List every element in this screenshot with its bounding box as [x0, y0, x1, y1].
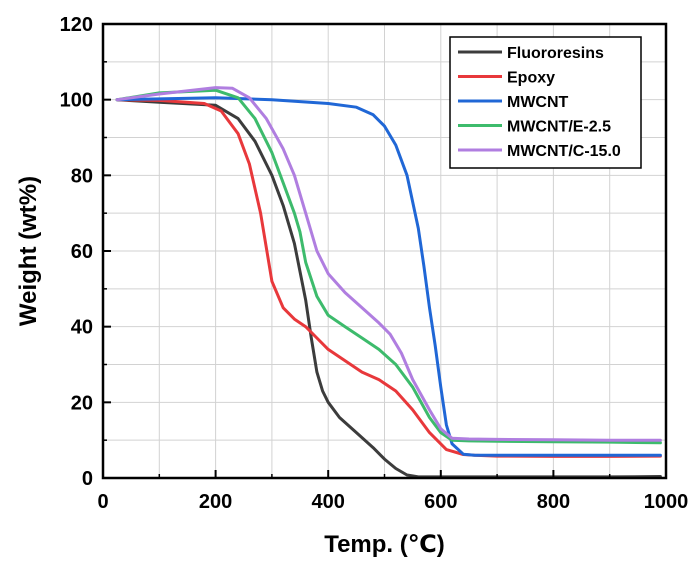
x-tick-label: 0 — [97, 491, 108, 513]
legend-label: MWCNT/E-2.5 — [507, 119, 611, 136]
x-tick-label: 800 — [537, 491, 570, 513]
x-tick-label: 400 — [312, 491, 345, 513]
y-tick-label: 0 — [82, 468, 93, 490]
legend-label: MWCNT — [507, 94, 569, 111]
series-line-mwcnt-e-2-5 — [115, 88, 662, 445]
y-tick-label: 20 — [71, 392, 93, 414]
y-tick-label: 100 — [60, 90, 93, 112]
series-layer — [115, 86, 662, 479]
y-tick-label: 60 — [71, 241, 93, 263]
legend-label: Epoxy — [507, 70, 555, 87]
x-axis-ticks: 0 200 400 600 800 1000 — [97, 470, 688, 513]
x-tick-label: 1000 — [644, 491, 689, 513]
y-tick-label: 40 — [71, 317, 93, 339]
series-line-mwcnt-c-15-0 — [115, 86, 662, 442]
x-tick-label: 600 — [424, 491, 457, 513]
y-tick-label: 80 — [71, 165, 93, 187]
x-tick-label: 200 — [199, 491, 232, 513]
series-line-mwcnt — [115, 96, 662, 457]
legend-label: Fluororesins — [507, 45, 604, 62]
y-tick-label: 120 — [60, 14, 93, 36]
x-axis-title: Temp. (℃) — [324, 531, 445, 558]
y-axis-ticks: 0 20 40 60 80 100 120 — [60, 14, 111, 490]
legend: Fluororesins Epoxy MWCNT MWCNT/E-2.5 MWCNT/C… — [449, 36, 642, 169]
legend-label: MWCNT/C-15.0 — [507, 143, 621, 160]
y-axis-title: Weight (wt%) — [15, 176, 42, 326]
